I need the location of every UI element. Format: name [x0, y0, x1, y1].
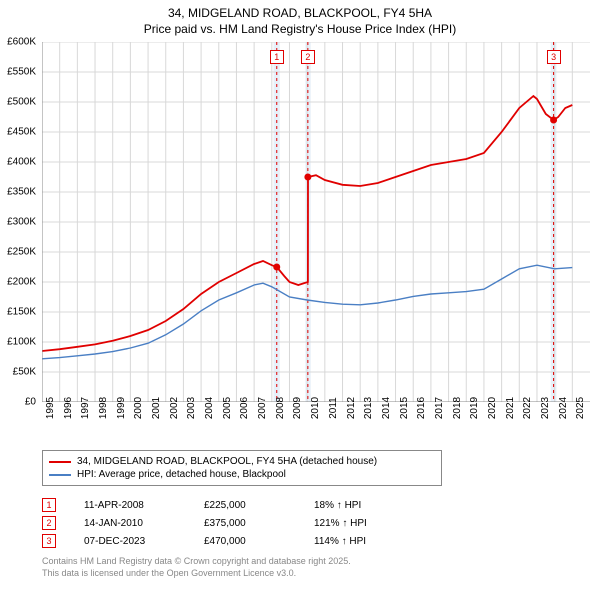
chart-area: 1 2 3 [42, 42, 590, 402]
legend-item: 34, MIDGELAND ROAD, BLACKPOOL, FY4 5HA (… [49, 455, 435, 468]
y-tick-label: £250K [7, 247, 36, 258]
x-tick-label: 1998 [98, 397, 109, 419]
event-date: 14-JAN-2010 [84, 518, 204, 529]
x-tick-label: 2009 [292, 397, 303, 419]
x-tick-label: 1997 [80, 397, 91, 419]
footer-line1: Contains HM Land Registry data © Crown c… [42, 556, 351, 568]
event-marker-box: 1 [42, 498, 56, 512]
x-tick-label: 2011 [328, 397, 339, 419]
x-tick-label: 2016 [416, 397, 427, 419]
x-tick-label: 2007 [257, 397, 268, 419]
x-tick-label: 2020 [487, 397, 498, 419]
legend-swatch [49, 474, 71, 476]
x-tick-label: 2012 [346, 397, 357, 419]
x-tick-label: 2024 [558, 397, 569, 419]
event-marker-2: 2 [301, 50, 315, 64]
y-axis-labels: £0£50K£100K£150K£200K£250K£300K£350K£400… [0, 42, 40, 402]
y-tick-label: £150K [7, 307, 36, 318]
event-row: 3 07-DEC-2023£470,000114% ↑ HPI [42, 532, 434, 550]
y-tick-label: £0 [25, 397, 36, 408]
title-subtitle: Price paid vs. HM Land Registry's House … [0, 22, 600, 38]
event-pct: 18% ↑ HPI [314, 500, 434, 511]
x-tick-label: 2001 [151, 397, 162, 419]
title-address: 34, MIDGELAND ROAD, BLACKPOOL, FY4 5HA [0, 6, 600, 22]
x-tick-label: 2003 [186, 397, 197, 419]
x-tick-label: 2000 [133, 397, 144, 419]
events-table: 1 11-APR-2008£225,00018% ↑ HPI 2 14-JAN-201… [42, 496, 434, 550]
y-tick-label: £400K [7, 157, 36, 168]
chart-container: 34, MIDGELAND ROAD, BLACKPOOL, FY4 5HA P… [0, 0, 600, 590]
event-pct: 114% ↑ HPI [314, 536, 434, 547]
x-tick-label: 2015 [399, 397, 410, 419]
footer-line2: This data is licensed under the Open Gov… [42, 568, 351, 580]
legend-label: HPI: Average price, detached house, Blac… [77, 469, 286, 480]
legend-label: 34, MIDGELAND ROAD, BLACKPOOL, FY4 5HA (… [77, 456, 377, 467]
event-price: £470,000 [204, 536, 314, 547]
y-tick-label: £500K [7, 97, 36, 108]
x-axis-labels: 1995199619971998199920002001200220032004… [42, 404, 590, 454]
event-date: 07-DEC-2023 [84, 536, 204, 547]
event-row: 2 14-JAN-2010£375,000121% ↑ HPI [42, 514, 434, 532]
chart-svg [42, 42, 590, 402]
legend-swatch [49, 461, 71, 463]
y-tick-label: £450K [7, 127, 36, 138]
event-price: £375,000 [204, 518, 314, 529]
y-tick-label: £600K [7, 37, 36, 48]
footer: Contains HM Land Registry data © Crown c… [42, 556, 351, 579]
y-tick-label: £350K [7, 187, 36, 198]
x-tick-label: 2025 [575, 397, 586, 419]
x-tick-label: 2013 [363, 397, 374, 419]
y-tick-label: £200K [7, 277, 36, 288]
event-marker-1: 1 [270, 50, 284, 64]
x-tick-label: 2008 [275, 397, 286, 419]
x-tick-label: 2023 [540, 397, 551, 419]
event-pct: 121% ↑ HPI [314, 518, 434, 529]
x-tick-label: 2018 [452, 397, 463, 419]
title-block: 34, MIDGELAND ROAD, BLACKPOOL, FY4 5HA P… [0, 0, 600, 37]
event-marker-box: 2 [42, 516, 56, 530]
y-tick-label: £550K [7, 67, 36, 78]
x-tick-label: 2006 [239, 397, 250, 419]
x-tick-label: 2002 [169, 397, 180, 419]
x-tick-label: 2021 [505, 397, 516, 419]
event-date: 11-APR-2008 [84, 500, 204, 511]
x-tick-label: 1995 [45, 397, 56, 419]
event-row: 1 11-APR-2008£225,00018% ↑ HPI [42, 496, 434, 514]
legend: 34, MIDGELAND ROAD, BLACKPOOL, FY4 5HA (… [42, 450, 442, 486]
y-tick-label: £100K [7, 337, 36, 348]
legend-item: HPI: Average price, detached house, Blac… [49, 468, 435, 481]
x-tick-label: 1996 [63, 397, 74, 419]
y-tick-label: £300K [7, 217, 36, 228]
x-tick-label: 2014 [381, 397, 392, 419]
x-tick-label: 2019 [469, 397, 480, 419]
x-tick-label: 2005 [222, 397, 233, 419]
x-tick-label: 2017 [434, 397, 445, 419]
y-tick-label: £50K [13, 367, 36, 378]
event-price: £225,000 [204, 500, 314, 511]
event-marker-box: 3 [42, 534, 56, 548]
x-tick-label: 2004 [204, 397, 215, 419]
x-tick-label: 2010 [310, 397, 321, 419]
x-tick-label: 2022 [522, 397, 533, 419]
event-marker-3: 3 [547, 50, 561, 64]
x-tick-label: 1999 [116, 397, 127, 419]
